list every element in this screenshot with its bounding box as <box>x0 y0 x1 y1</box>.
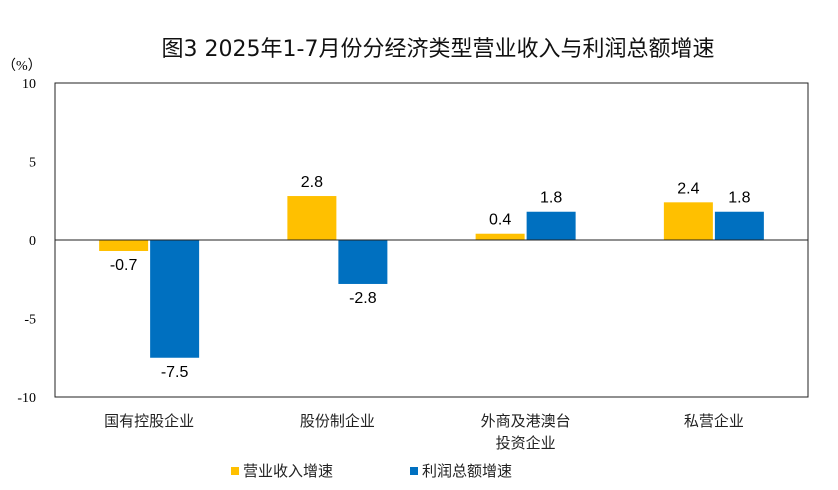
data-label: 1.8 <box>728 190 750 207</box>
data-label: 1.8 <box>540 190 562 207</box>
bar-profit <box>150 240 200 358</box>
legend-label: 营业收入增速 <box>243 462 333 480</box>
y-tick-label: -5 <box>24 313 36 328</box>
bar-profit <box>338 240 388 284</box>
bar-revenue <box>475 233 525 240</box>
bar-profit <box>526 211 576 240</box>
y-tick-label: 5 <box>29 156 36 171</box>
y-tick-label: -10 <box>17 391 36 406</box>
data-label: 2.8 <box>301 174 323 191</box>
legend-label: 利润总额增速 <box>422 462 512 480</box>
bar-revenue <box>99 240 149 251</box>
chart-title: 图3 2025年1-7月份分经济类型营业收入与利润总额增速 <box>162 37 715 62</box>
data-label: -0.7 <box>110 257 138 274</box>
bar-revenue <box>287 196 337 240</box>
data-label: 2.4 <box>677 180 699 197</box>
category-label: 国有控股企业 <box>104 412 194 430</box>
data-label: -2.8 <box>349 290 377 307</box>
category-label: 投资企业 <box>496 434 556 452</box>
y-tick-label: 10 <box>22 77 36 92</box>
legend-swatch <box>231 467 239 475</box>
bar-profit <box>714 211 764 240</box>
y-tick-label: 0 <box>29 234 36 249</box>
category-label: 私营企业 <box>684 412 744 430</box>
data-label: -7.5 <box>161 364 189 381</box>
category-label: 股份制企业 <box>300 412 375 430</box>
legend-swatch <box>410 467 418 475</box>
bar-revenue <box>663 202 713 240</box>
y-axis-unit: （%） <box>2 58 42 74</box>
data-label: 0.4 <box>489 212 511 229</box>
category-label: 外商及港澳台 <box>481 412 571 430</box>
